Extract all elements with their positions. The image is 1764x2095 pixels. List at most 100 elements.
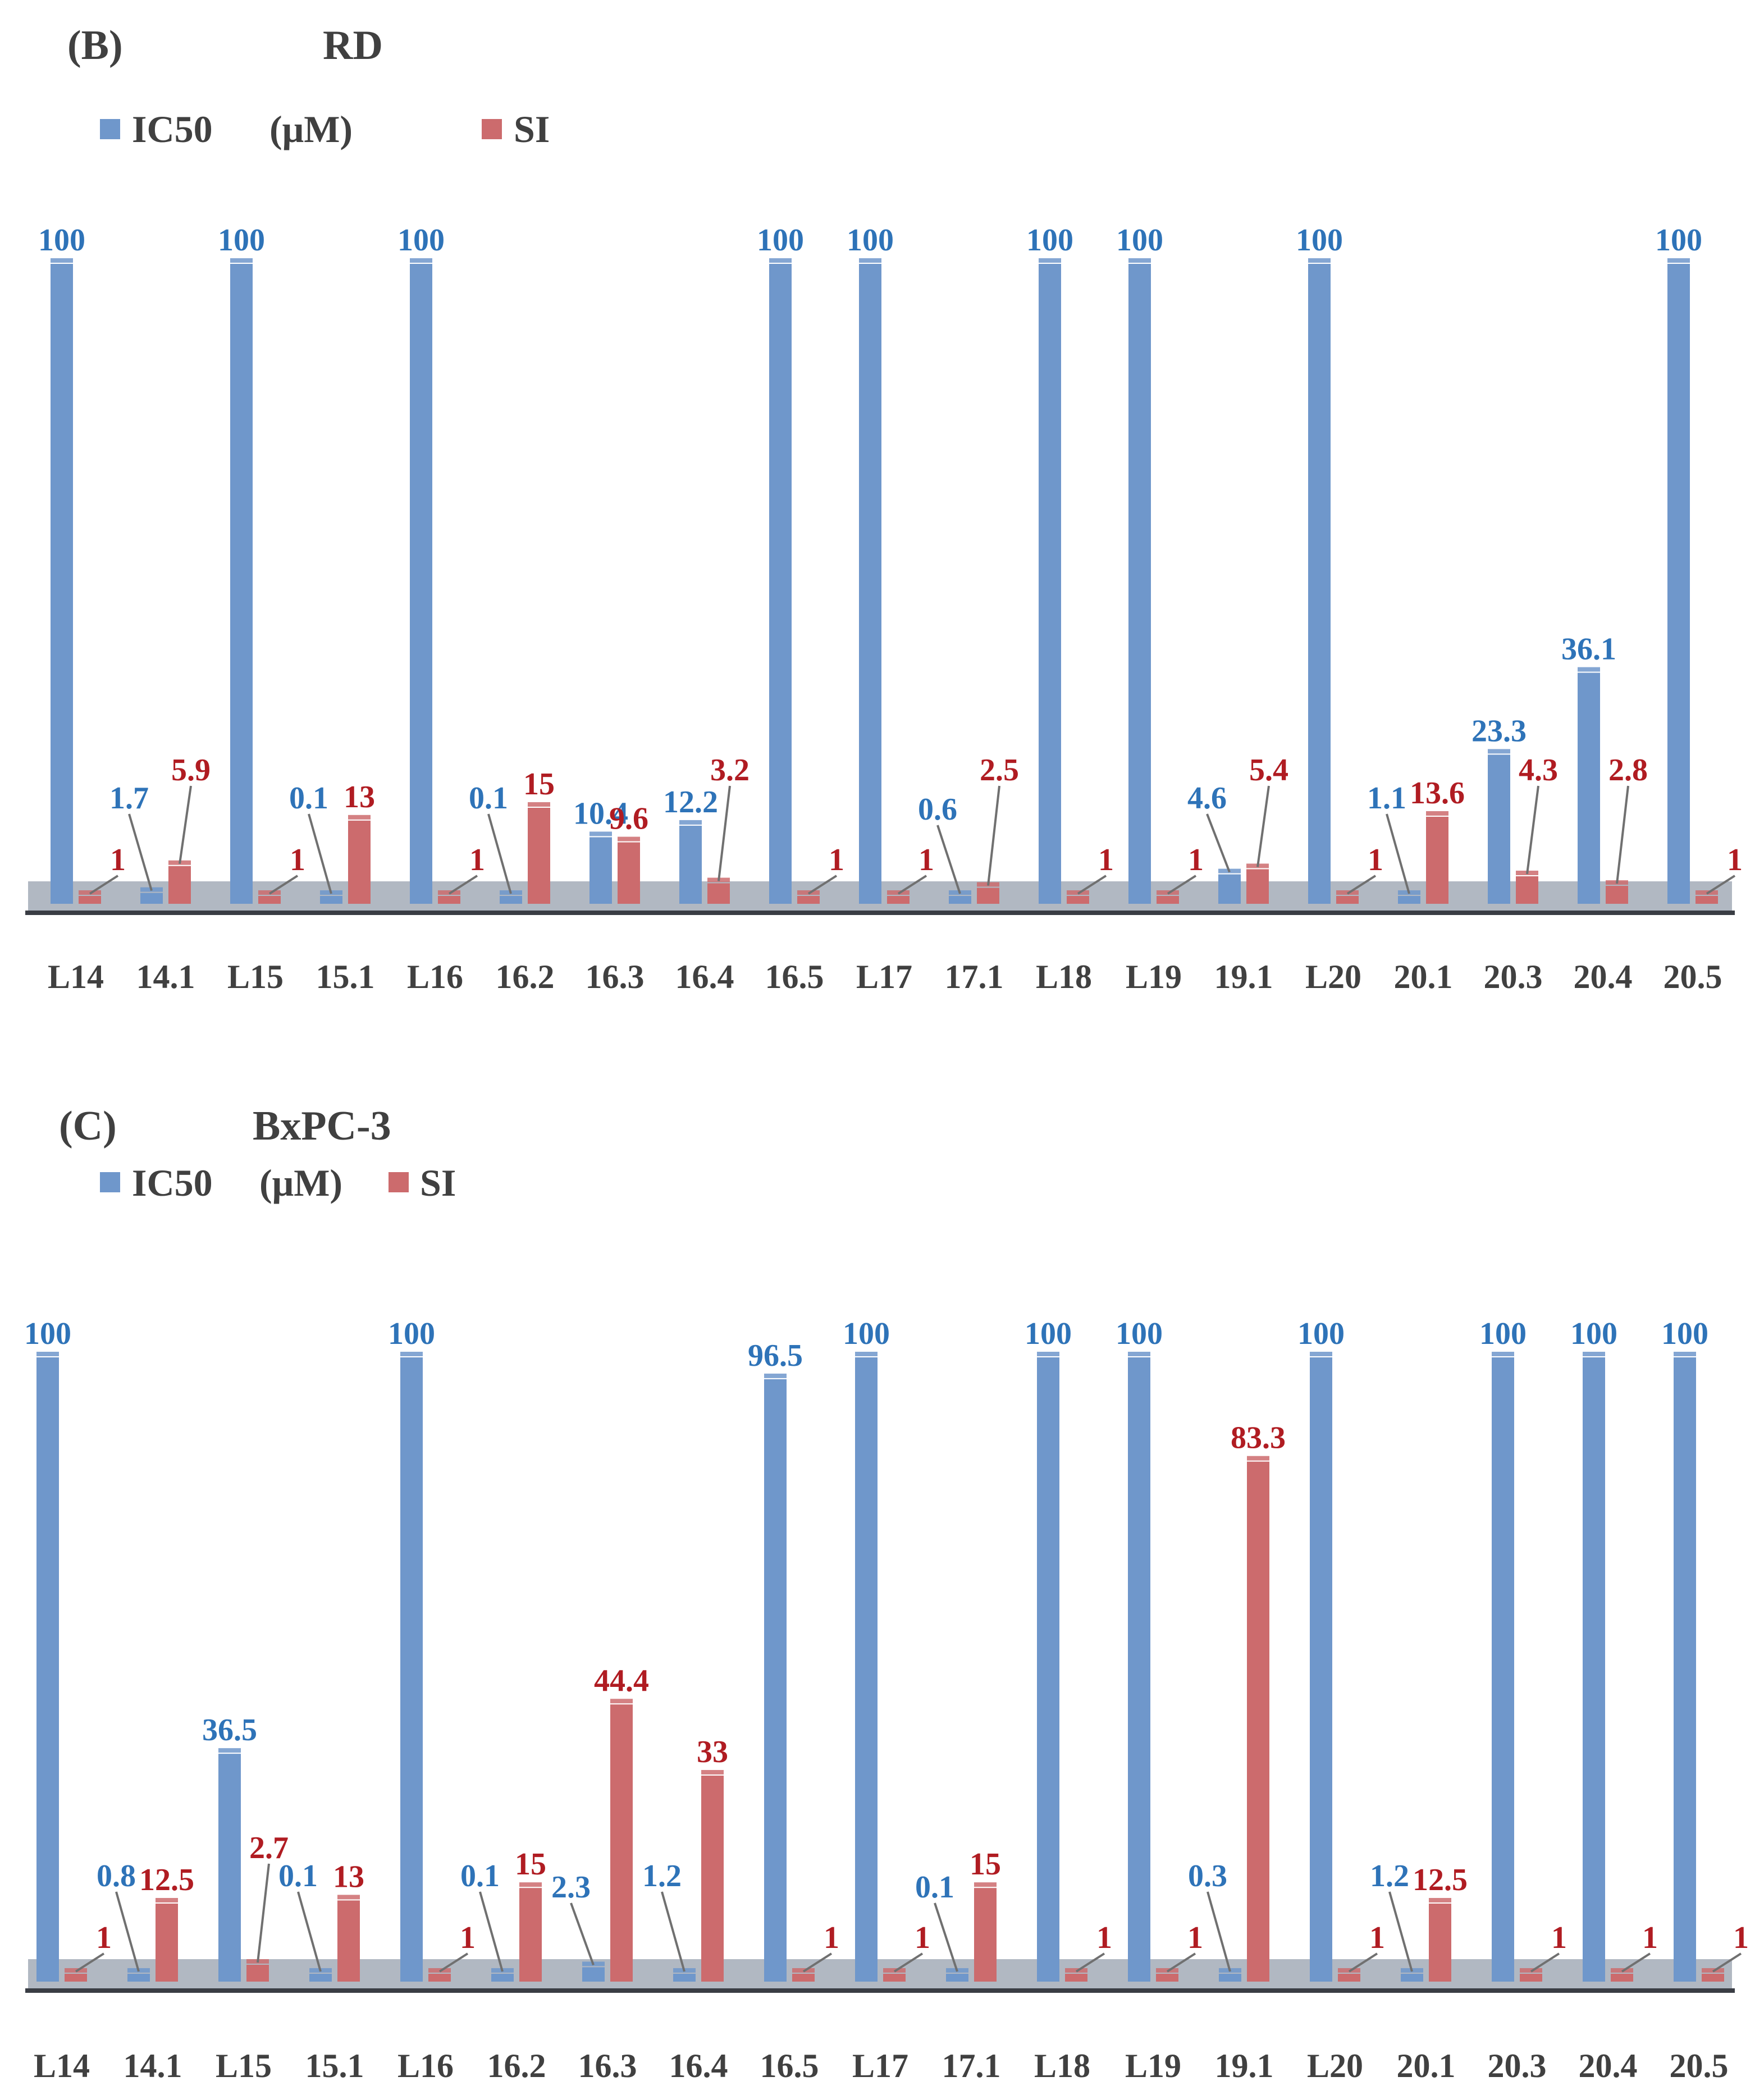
x-tick-label: L19 (1126, 958, 1182, 995)
si-data-label: 13 (333, 1859, 364, 1894)
ic50-bar-cap (1667, 258, 1690, 263)
si-data-label: 1 (1733, 1920, 1749, 1955)
ic50-data-label: 2.3 (551, 1870, 591, 1905)
ic50-bar (859, 264, 881, 904)
x-tick-label: L18 (1036, 958, 1092, 995)
ic50-data-label: 100 (1026, 223, 1073, 258)
ic50-leader-line (1388, 1891, 1413, 1972)
x-tick-label: 16.2 (487, 2047, 546, 2084)
si-bar (246, 1964, 269, 1982)
si-bar (1702, 1974, 1724, 1982)
x-tick-label: 16.5 (760, 2047, 819, 2084)
si-bar (348, 820, 371, 904)
si-data-label: 1 (1368, 843, 1383, 877)
si-leader-line (268, 875, 299, 895)
si-data-label: 1 (110, 843, 126, 877)
ic50-bar (1310, 1357, 1332, 1982)
si-leader-line (987, 785, 1000, 886)
ic50-data-label: 100 (218, 223, 265, 258)
ic50-bar (1218, 874, 1241, 904)
ic50-data-label: 0.3 (1188, 1859, 1227, 1893)
ic50-bar (500, 896, 522, 904)
ic50-data-label: 1.2 (642, 1859, 682, 1893)
si-bar (258, 896, 281, 904)
si-leader-line (179, 785, 192, 864)
ic50-data-label: 0.8 (97, 1859, 136, 1893)
ic50-leader-line (297, 1891, 322, 1972)
ic50-leader-line (115, 1891, 140, 1972)
si-bar (1516, 876, 1538, 904)
si-data-label: 33 (697, 1735, 728, 1769)
si-data-label: 2.7 (249, 1831, 289, 1865)
si-leader-line (1256, 785, 1270, 867)
ic50-bar (309, 1974, 332, 1982)
ic50-data-label: 100 (1661, 1316, 1708, 1351)
x-tick-label: 16.3 (586, 958, 645, 995)
ic50-bar (400, 1357, 423, 1982)
ic50-bar-cap (51, 258, 73, 263)
ic50-bar (127, 1974, 150, 1982)
si-leader-line (1616, 785, 1629, 884)
ic50-data-label: 10.4 (573, 796, 628, 831)
si-data-label: 1 (1642, 1920, 1658, 1955)
ic50-data-label: 100 (1116, 223, 1163, 258)
x-tick-label: 16.3 (578, 2047, 637, 2084)
ic50-data-label: 36.1 (1561, 632, 1616, 666)
ic50-bar (949, 896, 971, 904)
x-tick-label: 15.1 (316, 958, 375, 995)
ic50-data-label: 0.1 (278, 1859, 318, 1893)
x-tick-label: L14 (34, 2047, 90, 2084)
ic50-bar (1667, 264, 1690, 904)
si-data-label: 1 (824, 1920, 839, 1955)
si-leader-line (718, 785, 731, 881)
x-axis-line (25, 1988, 1735, 1993)
x-tick-label: 19.1 (1215, 2047, 1274, 2084)
ic50-bar (589, 837, 612, 904)
si-bar-cap (701, 1770, 724, 1775)
x-tick-label: 19.1 (1214, 958, 1273, 995)
x-tick-label: L19 (1125, 2047, 1181, 2084)
ic50-data-label: 1.7 (109, 781, 149, 816)
si-bar (519, 1888, 542, 1982)
x-tick-label: 20.3 (1488, 2047, 1547, 2084)
si-leader-line (438, 1952, 469, 1973)
ic50-leader-line (936, 825, 961, 894)
ic50-data-label: 100 (843, 1316, 890, 1351)
si-bar-cap (1247, 1456, 1269, 1461)
si-bar (797, 896, 820, 904)
ic50-bar (946, 1974, 968, 1982)
ic50-bar (218, 1754, 241, 1982)
si-leader-line (448, 875, 478, 895)
si-data-label: 1 (1098, 843, 1114, 877)
ic50-bar (1128, 264, 1151, 904)
ic50-bar-cap (1128, 258, 1151, 263)
ic50-leader-line (479, 1891, 504, 1972)
x-tick-label: 16.2 (496, 958, 555, 995)
si-leader-line (807, 875, 838, 895)
si-leader-line (1712, 1952, 1742, 1973)
ic50-bar-cap (589, 831, 612, 836)
ic50-data-label: 100 (1297, 1316, 1345, 1351)
si-bar (1065, 1974, 1087, 1982)
ic50-leader-line (934, 1902, 958, 1972)
si-bar (1429, 1904, 1451, 1982)
si-bar (1338, 1974, 1360, 1982)
si-data-label: 83.3 (1231, 1421, 1286, 1456)
ic50-bar-cap (36, 1352, 59, 1356)
ic50-bar (51, 264, 73, 904)
panel-b-legend-si-swatch (482, 119, 502, 139)
si-leader-line (893, 1952, 924, 1973)
x-tick-label: L18 (1034, 2047, 1090, 2084)
ic50-bar-cap (1674, 1352, 1696, 1356)
x-tick-label: 20.5 (1664, 958, 1722, 995)
ic50-bar-cap (859, 258, 881, 263)
x-tick-label: 20.4 (1579, 2047, 1638, 2084)
ic50-data-label: 100 (1116, 1316, 1163, 1351)
x-tick-label: L15 (227, 958, 284, 995)
si-bar (1426, 816, 1448, 904)
ic50-bar (1128, 1357, 1150, 1982)
panel-b-legend-ic50-label: IC50 (132, 108, 213, 150)
ic50-bar (1039, 264, 1061, 904)
ic50-data-label: 1.1 (1367, 781, 1406, 816)
si-bar-cap (1429, 1898, 1451, 1902)
